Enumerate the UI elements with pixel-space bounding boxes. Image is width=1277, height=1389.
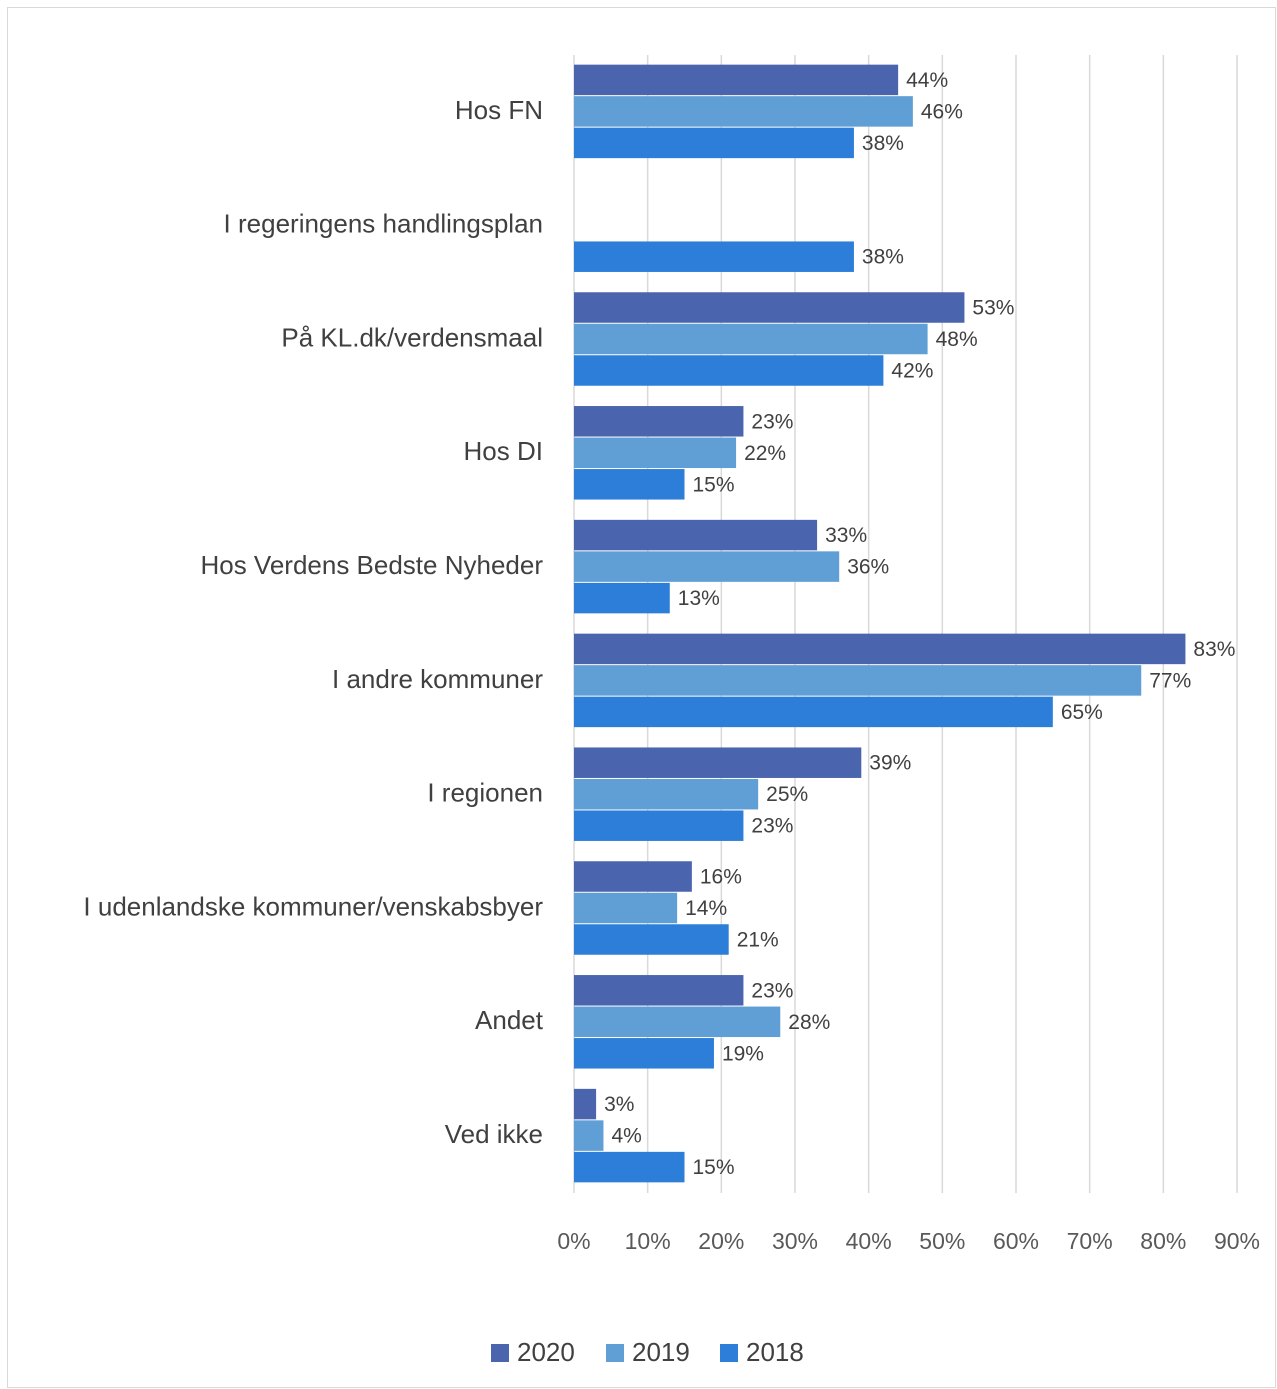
category-label: Hos FN (455, 95, 543, 125)
bar (574, 323, 928, 355)
category-label: Andet (475, 1005, 544, 1035)
legend-swatch (720, 1344, 738, 1362)
category-label: Hos DI (464, 436, 543, 466)
value-label: 44% (906, 69, 948, 92)
bar (574, 665, 1142, 696)
x-tick-label: 80% (1140, 1228, 1186, 1254)
value-label: 38% (862, 246, 904, 269)
bar (574, 127, 854, 159)
bar (574, 241, 854, 272)
bar (574, 696, 1053, 728)
bar (574, 1088, 597, 1120)
value-label: 28% (788, 1011, 830, 1034)
value-label: 77% (1149, 669, 1191, 692)
bar (574, 861, 692, 892)
legend-swatch (606, 1344, 624, 1362)
value-label: 48% (936, 328, 978, 351)
bar (574, 96, 913, 127)
legend-label: 2020 (517, 1337, 575, 1367)
bar (574, 1151, 685, 1183)
value-label: 19% (722, 1042, 764, 1065)
value-label: 23% (751, 410, 793, 433)
value-label: 23% (751, 815, 793, 838)
bar (574, 1038, 714, 1069)
x-tick-label: 70% (1067, 1228, 1113, 1254)
value-label: 16% (700, 866, 742, 889)
bar (574, 892, 678, 924)
value-label: 46% (921, 100, 963, 123)
value-label: 25% (766, 783, 808, 806)
category-label: I regeringens handlingsplan (224, 209, 543, 239)
x-tick-label: 40% (846, 1228, 892, 1254)
legend-label: 2018 (746, 1337, 804, 1367)
chart-border (7, 7, 1276, 1388)
value-label: 3% (604, 1093, 634, 1116)
value-label: 53% (972, 297, 1014, 320)
value-label: 83% (1193, 638, 1235, 661)
bar (574, 355, 884, 386)
value-label: 22% (744, 442, 786, 465)
value-label: 36% (847, 556, 889, 579)
x-tick-label: 0% (557, 1228, 590, 1254)
x-tick-label: 20% (698, 1228, 744, 1254)
x-tick-label: 10% (625, 1228, 671, 1254)
value-label: 4% (611, 1125, 641, 1148)
bar (574, 292, 965, 323)
value-label: 42% (891, 360, 933, 383)
bar (574, 975, 744, 1006)
bar (574, 1006, 781, 1038)
category-label: På KL.dk/verdensmaal (281, 322, 543, 352)
value-label: 21% (737, 929, 779, 952)
bar (574, 519, 818, 551)
category-label: I regionen (427, 778, 543, 808)
bar (574, 551, 840, 582)
x-tick-label: 30% (772, 1228, 818, 1254)
bar (574, 582, 670, 614)
category-label: I udenlandske kommuner/venskabsbyer (83, 891, 543, 921)
legend-label: 2019 (632, 1337, 690, 1367)
category-label: Ved ikke (445, 1119, 543, 1149)
x-tick-label: 60% (993, 1228, 1039, 1254)
category-label: I andre kommuner (332, 664, 543, 694)
value-label: 23% (751, 979, 793, 1002)
bar (574, 778, 759, 810)
value-label: 13% (678, 587, 720, 610)
category-label: Hos Verdens Bedste Nyheder (200, 550, 543, 580)
value-label: 39% (869, 752, 911, 775)
bar (574, 747, 862, 778)
value-label: 33% (825, 524, 867, 547)
bar (574, 64, 899, 96)
value-label: 65% (1061, 701, 1103, 724)
x-tick-label: 50% (919, 1228, 965, 1254)
value-label: 15% (693, 1156, 735, 1179)
legend-swatch (491, 1344, 509, 1362)
bar (574, 633, 1186, 665)
value-label: 38% (862, 132, 904, 155)
x-tick-label: 90% (1214, 1228, 1260, 1254)
bar (574, 437, 737, 469)
bar (574, 924, 729, 955)
bar (574, 810, 744, 841)
value-label: 14% (685, 897, 727, 920)
bar (574, 1120, 604, 1151)
bar (574, 469, 685, 500)
bar (574, 406, 744, 437)
value-label: 15% (693, 473, 735, 496)
